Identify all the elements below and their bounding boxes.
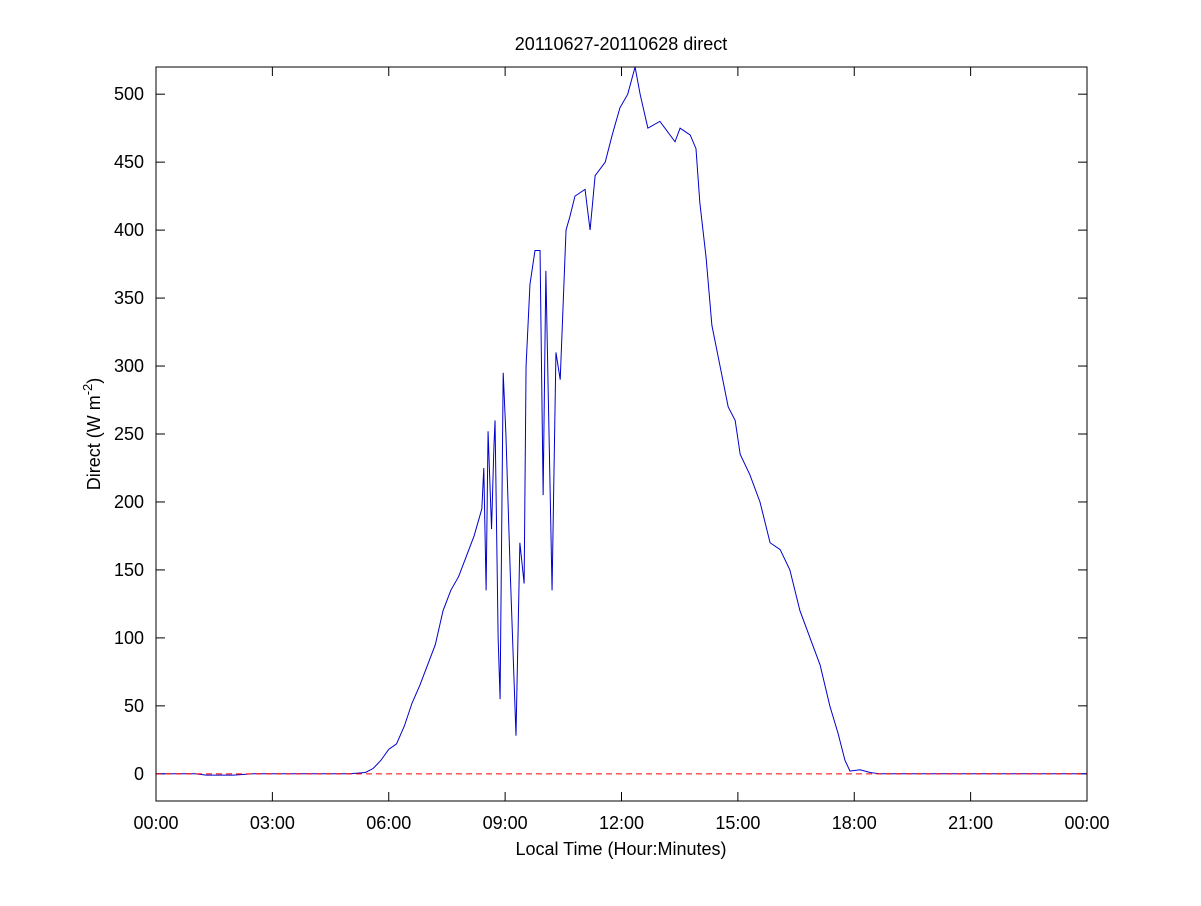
y-tick-label: 200 [114,492,144,512]
y-tick-label: 50 [124,696,144,716]
y-tick-label: 250 [114,424,144,444]
x-tick-label: 09:00 [483,813,528,833]
y-tick-label: 300 [114,356,144,376]
x-tick-label: 03:00 [250,813,295,833]
x-tick-label: 21:00 [948,813,993,833]
y-axis-label: Direct (W m-2) [80,378,104,491]
y-tick-label: 150 [114,560,144,580]
x-tick-label: 00:00 [1064,813,1109,833]
y-axis-label-text: Direct (W m [84,395,104,490]
x-tick-label: 00:00 [133,813,178,833]
y-axis-label-superscript: -2 [80,384,95,396]
x-tick-label: 18:00 [832,813,877,833]
y-tick-label: 500 [114,84,144,104]
x-tick-label: 06:00 [366,813,411,833]
data-line [156,66,1087,776]
y-tick-label: 0 [134,764,144,784]
x-tick-label: 12:00 [599,813,644,833]
y-tick-label: 450 [114,152,144,172]
x-tick-label: 15:00 [715,813,760,833]
plot-frame [155,66,1088,802]
y-axis-label-suffix: ) [84,378,104,384]
y-tick-label: 400 [114,220,144,240]
y-tick-label: 100 [114,628,144,648]
x-axis-label: Local Time (Hour:Minutes) [515,839,726,859]
chart-title: 20110627-20110628 direct [515,34,728,54]
y-tick-label: 350 [114,288,144,308]
